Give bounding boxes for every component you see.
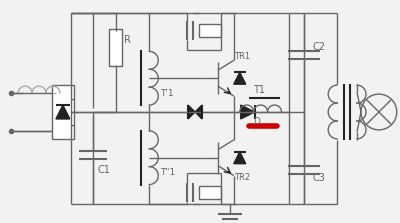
Text: TR2: TR2 [234,173,250,182]
Polygon shape [195,105,202,119]
Bar [52,85,74,139]
Text: TR1: TR1 [234,52,250,61]
Polygon shape [56,105,70,119]
Text: C3: C3 [312,173,325,183]
Polygon shape [234,152,246,164]
Text: T'1: T'1 [160,89,174,98]
Bar [199,24,221,37]
Text: C1: C1 [98,165,110,175]
Text: T1: T1 [253,85,265,95]
Text: C2: C2 [312,42,325,52]
Polygon shape [241,105,255,119]
Text: T"1: T"1 [160,168,176,177]
Polygon shape [234,72,246,84]
Bar [108,29,122,66]
Text: R: R [124,35,131,45]
Polygon shape [188,105,195,119]
Bar [199,186,221,199]
Text: D: D [253,118,260,126]
